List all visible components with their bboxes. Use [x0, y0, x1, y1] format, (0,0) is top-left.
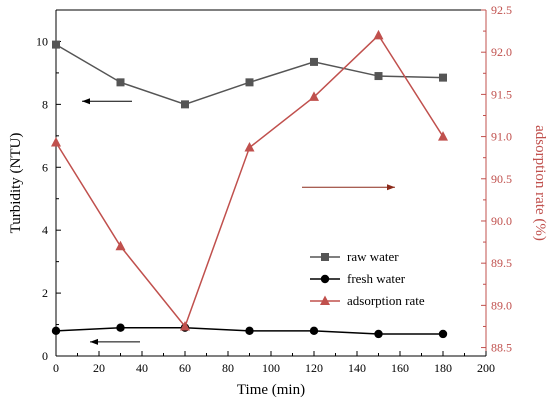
x-tick-label: 40: [136, 361, 148, 375]
data-point: [51, 326, 61, 336]
series-layer: [51, 29, 448, 339]
arrow-fresh-water-to-left-axis: [90, 338, 140, 345]
x-tick-label: 80: [222, 361, 234, 375]
data-point: [245, 326, 254, 336]
legend-marker: [321, 253, 329, 261]
x-tick-label: 120: [305, 361, 323, 375]
arrow-adsorption-to-right-axis: [302, 184, 395, 191]
x-tick-label: 140: [348, 361, 366, 375]
x-tick-label: 60: [179, 361, 191, 375]
data-point: [439, 73, 447, 82]
y-right-tick-label: 92.0: [491, 45, 512, 59]
x-tick-label: 0: [53, 361, 59, 375]
y-right-tick-label: 91.0: [491, 130, 512, 144]
data-point: [181, 100, 189, 109]
y-right-tick-label: 90.0: [491, 214, 512, 228]
legend-marker: [320, 274, 330, 284]
series-raw-water: [52, 40, 447, 109]
x-tick-label: 200: [477, 361, 495, 375]
data-point: [309, 326, 319, 336]
y-left-axis-title: Turbidity (NTU): [8, 133, 24, 234]
x-tick-label: 100: [262, 361, 280, 375]
data-point: [374, 329, 383, 339]
y-left-tick-label: 6: [42, 160, 48, 174]
y-right-tick-label: 90.5: [491, 172, 512, 186]
legend-label: adsorption rate: [347, 293, 425, 308]
data-point: [374, 72, 383, 81]
series-adsorption-rate: [51, 29, 448, 331]
data-point: [438, 131, 448, 141]
arrowhead: [90, 338, 98, 345]
data-point: [116, 323, 125, 332]
series-fresh-water: [51, 323, 448, 339]
y-right-tick-label: 89.5: [491, 256, 512, 270]
x-tick-label: 20: [93, 361, 105, 375]
data-point: [373, 29, 384, 40]
x-tick-label: 160: [391, 361, 409, 375]
data-point: [180, 320, 190, 331]
axes-layer: 0 20 40 60 80 100 120 140 160 180 200 0 2 4 6 8 10 88.5 89…: [8, 3, 548, 398]
data-point: [51, 136, 61, 147]
arrow-raw-water-to-left-axis: [82, 98, 132, 105]
data-point: [116, 78, 125, 87]
legend-label: raw water: [347, 249, 399, 264]
data-point: [244, 142, 255, 152]
y-left-tick-label: 8: [42, 97, 48, 111]
y-left-tick-label: 2: [42, 286, 48, 300]
annotation-layer: [82, 98, 395, 345]
y-left-tick-label: 0: [42, 349, 48, 363]
legend-item: adsorption rate: [310, 293, 425, 308]
data-point: [310, 57, 318, 66]
data-point: [52, 40, 60, 49]
data-point: [245, 78, 254, 87]
legend-marker: [320, 295, 330, 305]
legend: raw water fresh water adsorption rate: [310, 249, 425, 308]
data-point: [115, 240, 126, 251]
legend-item: raw water: [310, 249, 399, 264]
arrowhead: [387, 184, 395, 191]
y-right-tick-label: 89.0: [491, 298, 512, 312]
x-axis-title: Time (min): [237, 382, 305, 398]
y-right-tick-label: 92.5: [491, 3, 512, 17]
series-line-raw-water: [55, 43, 444, 106]
arrowhead: [82, 98, 90, 105]
data-point: [438, 329, 448, 339]
y-left-tick-label: 10: [36, 34, 48, 48]
y-right-tick-label: 91.5: [491, 87, 512, 101]
x-tick-label: 180: [434, 361, 452, 375]
legend-label: fresh water: [347, 271, 406, 286]
legend-item: fresh water: [310, 271, 406, 286]
data-point: [309, 91, 319, 101]
y-left-tick-label: 4: [42, 223, 48, 237]
y-right-axis-title: adsorption rate (%): [532, 125, 548, 241]
y-right-tick-label: 88.5: [491, 341, 512, 355]
